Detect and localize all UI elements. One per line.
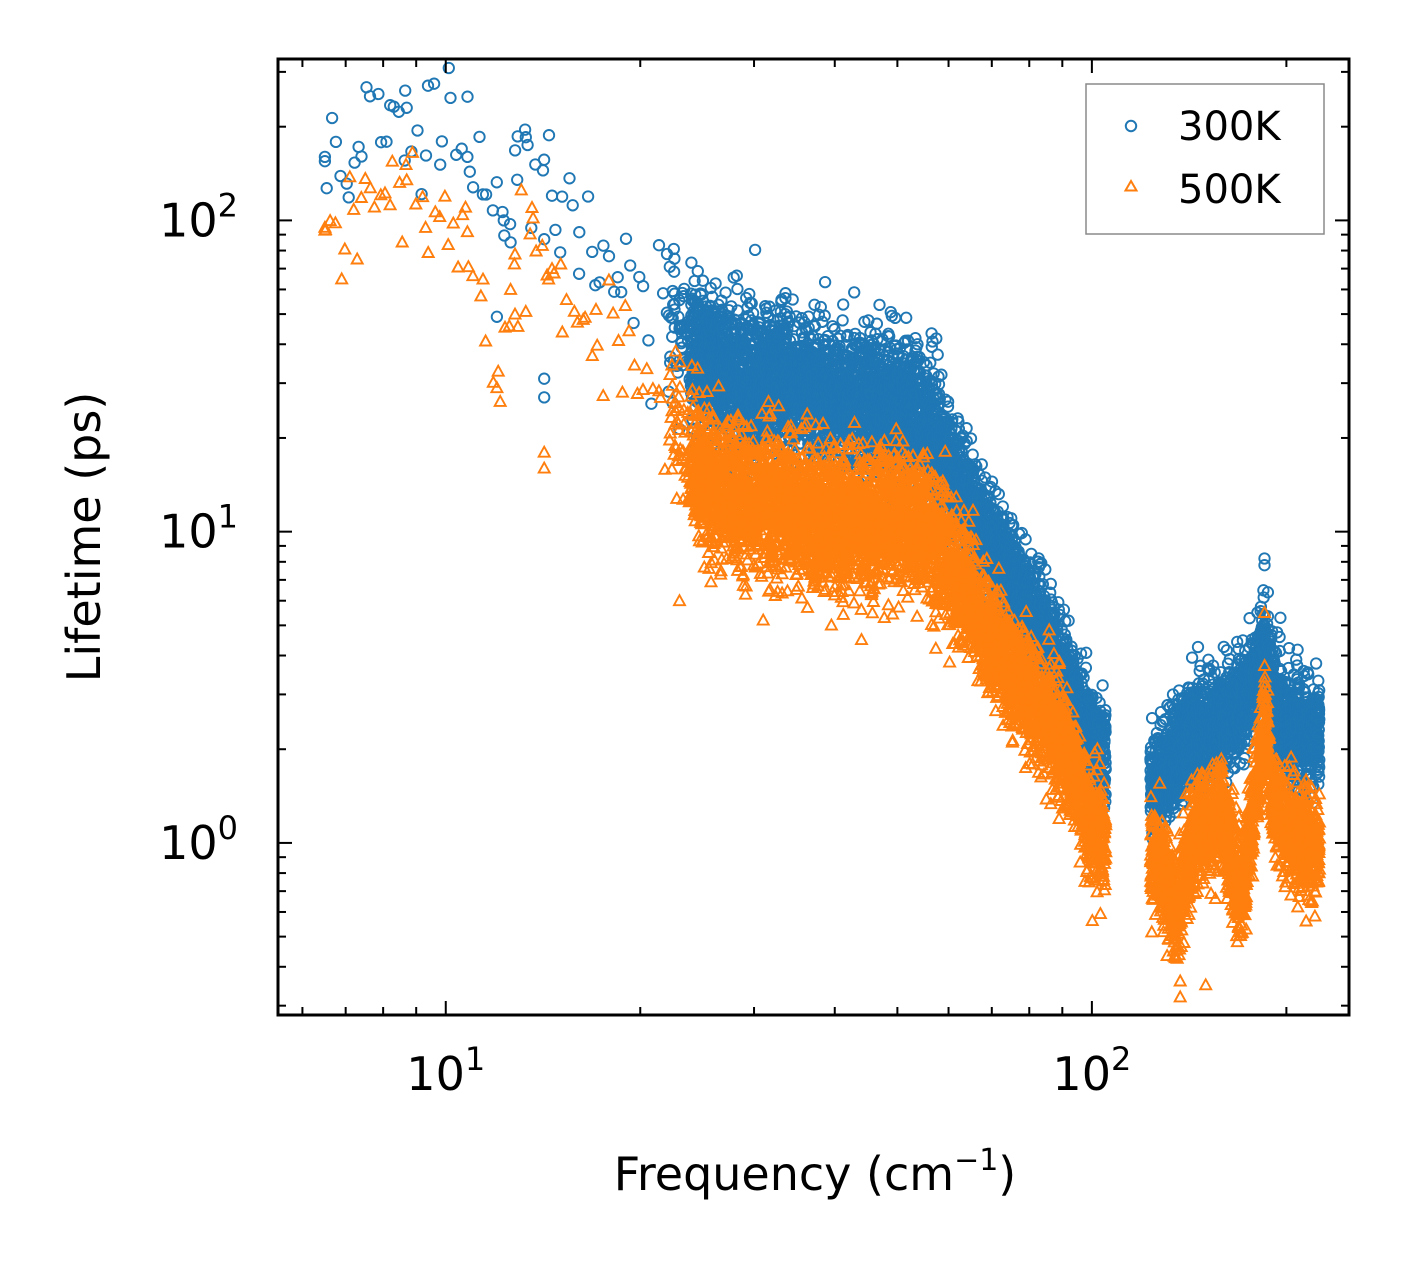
data-point-300k <box>427 77 441 90</box>
data-point-300k <box>549 223 562 237</box>
data-point-300k <box>444 91 457 105</box>
data-point-300k <box>434 158 447 171</box>
data-point-300k <box>399 84 412 97</box>
data-point-300k <box>334 169 347 183</box>
data-point-300k <box>566 199 579 212</box>
data-point-300k <box>597 239 610 252</box>
data-point-300k <box>419 149 433 162</box>
data-point-300k <box>374 136 388 149</box>
data-point-300k <box>348 156 361 169</box>
data-point-300k <box>542 129 556 142</box>
data-point-300k <box>355 150 368 163</box>
data-point-300k <box>786 293 799 306</box>
data-point-300k <box>691 264 704 278</box>
data-point-300k <box>511 130 524 143</box>
data-point-300k <box>667 265 681 278</box>
data-point-300k <box>415 187 428 201</box>
data-point-300k <box>619 232 633 245</box>
data-point-300k <box>463 165 476 178</box>
data-point-300k <box>709 277 722 290</box>
data-point-300k <box>518 123 532 136</box>
data-point-300k <box>730 269 743 282</box>
data-point-300k <box>779 287 792 300</box>
data-point-300k <box>503 217 517 231</box>
data-point-300k <box>731 282 744 296</box>
data-point-300k <box>329 135 343 149</box>
data-point-300k <box>398 154 411 167</box>
data-point-300k <box>521 138 534 152</box>
data-point-300k <box>363 90 377 103</box>
data-point-300k <box>442 61 455 75</box>
data-point-300k <box>694 287 707 300</box>
data-point-300k <box>496 205 509 219</box>
data-point-300k <box>498 229 511 242</box>
data-point-300k <box>581 190 595 203</box>
data-point-300k <box>490 176 503 189</box>
data-point-300k <box>642 334 655 347</box>
data-point-300k <box>455 142 468 155</box>
data-point-300k <box>411 124 424 137</box>
data-point-300k <box>608 285 621 298</box>
data-point-300k <box>636 279 650 293</box>
data-point-300k <box>508 144 522 157</box>
data-point-300k <box>627 316 640 330</box>
data-point-300k <box>466 181 480 194</box>
data-point-300k <box>783 310 796 323</box>
data-point-300k <box>342 191 355 204</box>
data-point-300k <box>611 271 624 284</box>
data-point-300k <box>473 130 486 144</box>
data-point-300k <box>748 243 762 257</box>
data-point-300k <box>573 226 586 239</box>
data-point-300k <box>652 239 666 252</box>
data-point-300k <box>537 153 551 166</box>
data-point-300k <box>668 321 681 334</box>
data-point-300k <box>586 245 599 259</box>
data-point-300k <box>725 300 738 313</box>
data-point-300k <box>615 285 628 299</box>
data-point-300k <box>421 79 435 92</box>
data-point-300k <box>320 182 333 195</box>
data-point-300k <box>645 397 658 410</box>
data-point-300k <box>325 111 339 125</box>
data-point-300k <box>719 286 732 299</box>
series-layer <box>317 61 1327 1003</box>
data-point-300k <box>572 267 586 280</box>
data-point-300k <box>372 87 385 101</box>
data-point-300k <box>435 135 449 148</box>
data-point-300k <box>380 135 393 148</box>
data-point-300k <box>602 250 616 263</box>
data-point-300k <box>752 316 765 329</box>
data-point-300k <box>563 172 576 185</box>
data-point-300k <box>624 259 637 272</box>
data-point-300k <box>685 256 698 269</box>
data-point-300k <box>479 188 493 201</box>
data-point-300k <box>461 90 474 103</box>
data-point-300k <box>779 291 792 305</box>
